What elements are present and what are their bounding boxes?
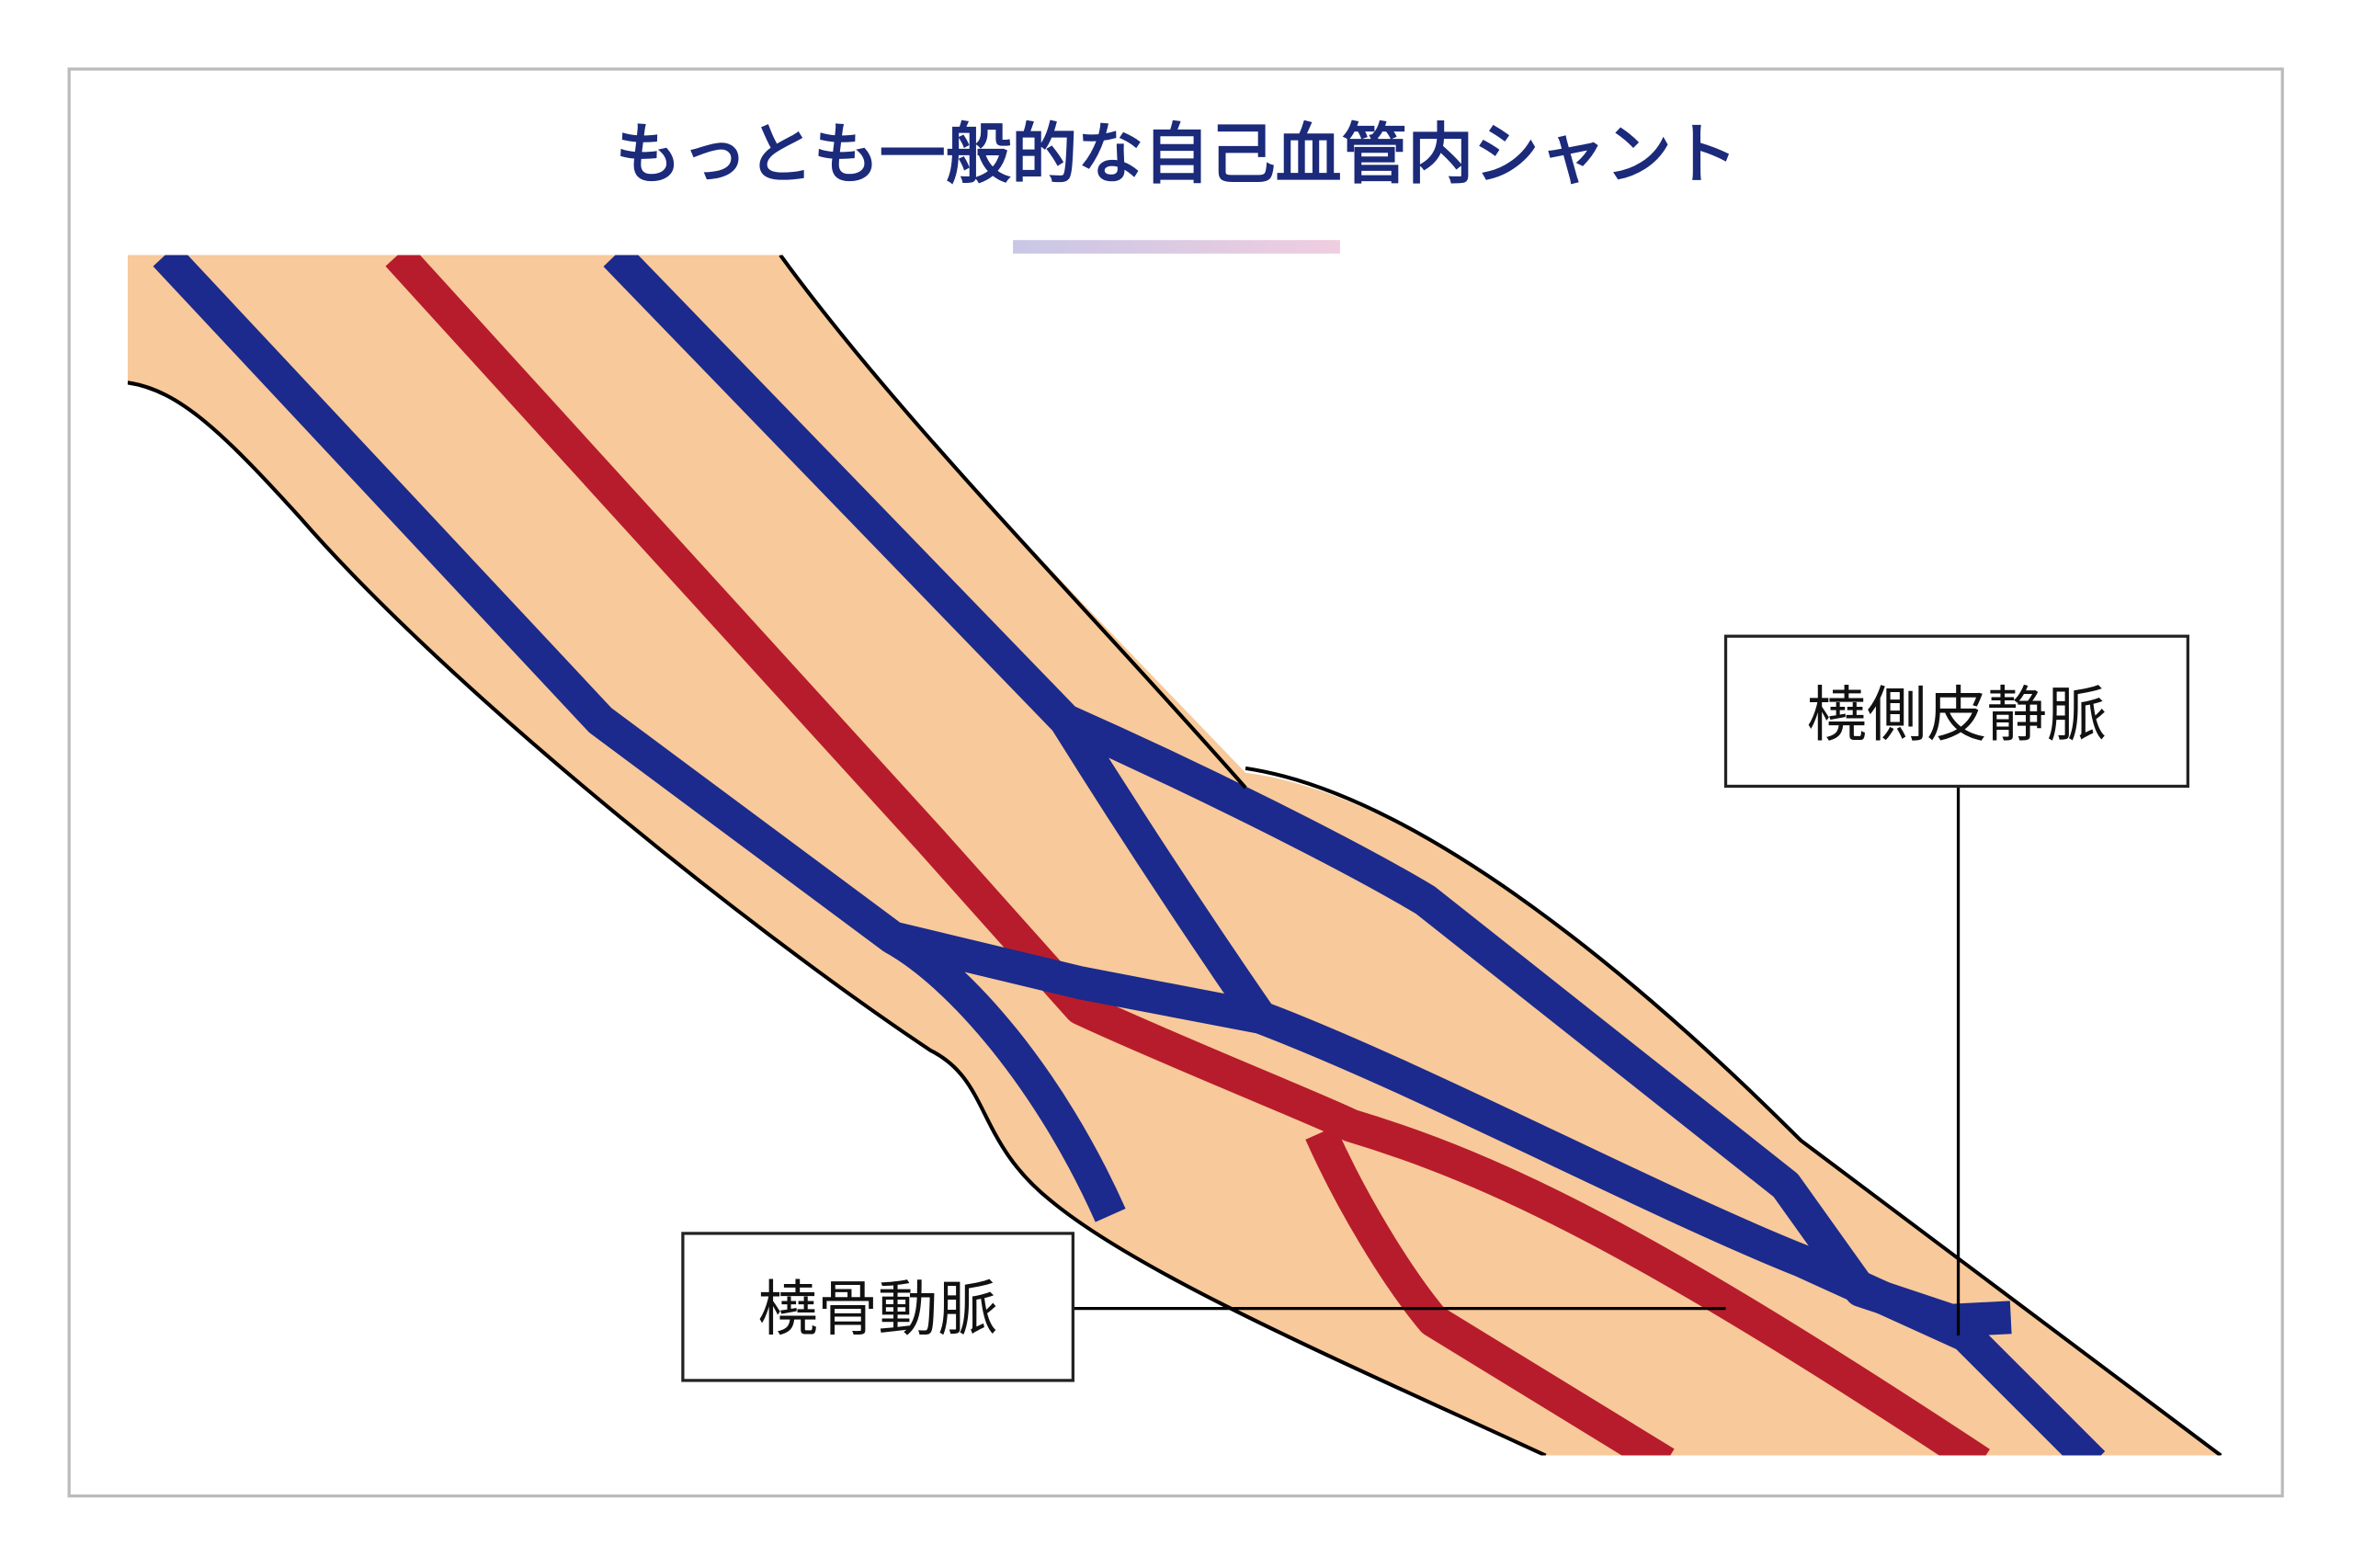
artery-branch — [1305, 1126, 1675, 1456]
title-underline — [1013, 240, 1340, 254]
arm-edge — [1245, 766, 2222, 1456]
cephalic-vein — [1058, 705, 2012, 1337]
label: 橈骨動脈 — [758, 1274, 998, 1344]
artery — [385, 255, 1990, 1456]
arm-edge — [779, 255, 1247, 790]
title: もっとも一般的な自己血管内シャント — [615, 116, 1737, 193]
vein — [153, 255, 2106, 1456]
vein-branch — [884, 923, 1126, 1222]
vein — [603, 255, 1275, 1028]
label-box — [681, 1232, 1074, 1382]
label-box — [1723, 634, 2189, 789]
label: 橈側皮静脈 — [1807, 680, 2108, 750]
arm — [127, 255, 2222, 1456]
arm-edge — [127, 381, 1547, 1456]
